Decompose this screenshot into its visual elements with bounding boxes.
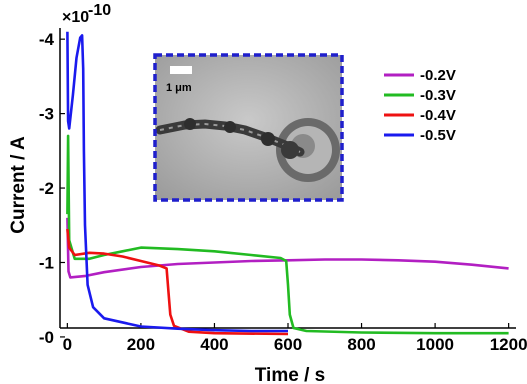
inset-micrograph: 1 μm	[153, 53, 344, 202]
legend-label-2: -0.3V	[420, 87, 456, 104]
series-line-1	[66, 217, 509, 279]
y-multiplier-exponent: -10	[88, 2, 111, 19]
x-tick-label: 0	[63, 335, 72, 354]
legend: -0.2V -0.3V -0.4V -0.5V	[384, 67, 456, 144]
x-tick-label: 1200	[490, 335, 527, 354]
x-tick-label: 600	[274, 335, 302, 354]
y-tick-label: -3	[39, 105, 54, 124]
y-multiplier-label: ×10	[62, 9, 89, 26]
x-tick-label: 800	[347, 335, 375, 354]
scale-bar-label: 1 μm	[166, 82, 192, 94]
inset-border	[153, 53, 344, 202]
series-layer	[66, 31, 509, 336]
y-tick-label: -0	[39, 328, 54, 347]
y-axis-title: Current / A	[8, 136, 29, 234]
series-line-3	[66, 228, 289, 336]
y-tick-label: -1	[39, 253, 54, 272]
x-tick-label: 400	[200, 335, 228, 354]
legend-label-4: -0.5V	[420, 127, 456, 144]
legend-label-3: -0.4V	[420, 107, 456, 124]
axes: 0 200 400 600 800 1000 1200 -0 -1 -2 -3 -4	[39, 28, 527, 354]
y-tick-label: -2	[39, 179, 54, 198]
scale-bar	[170, 66, 192, 74]
series-line-4	[66, 31, 288, 333]
x-axis-title: Time / s	[255, 365, 325, 384]
x-tick-label: 200	[127, 335, 155, 354]
y-tick-label: -4	[39, 30, 55, 49]
series-line-2	[66, 134, 509, 335]
legend-label-1: -0.2V	[420, 67, 456, 84]
x-tick-label: 1000	[416, 335, 454, 354]
